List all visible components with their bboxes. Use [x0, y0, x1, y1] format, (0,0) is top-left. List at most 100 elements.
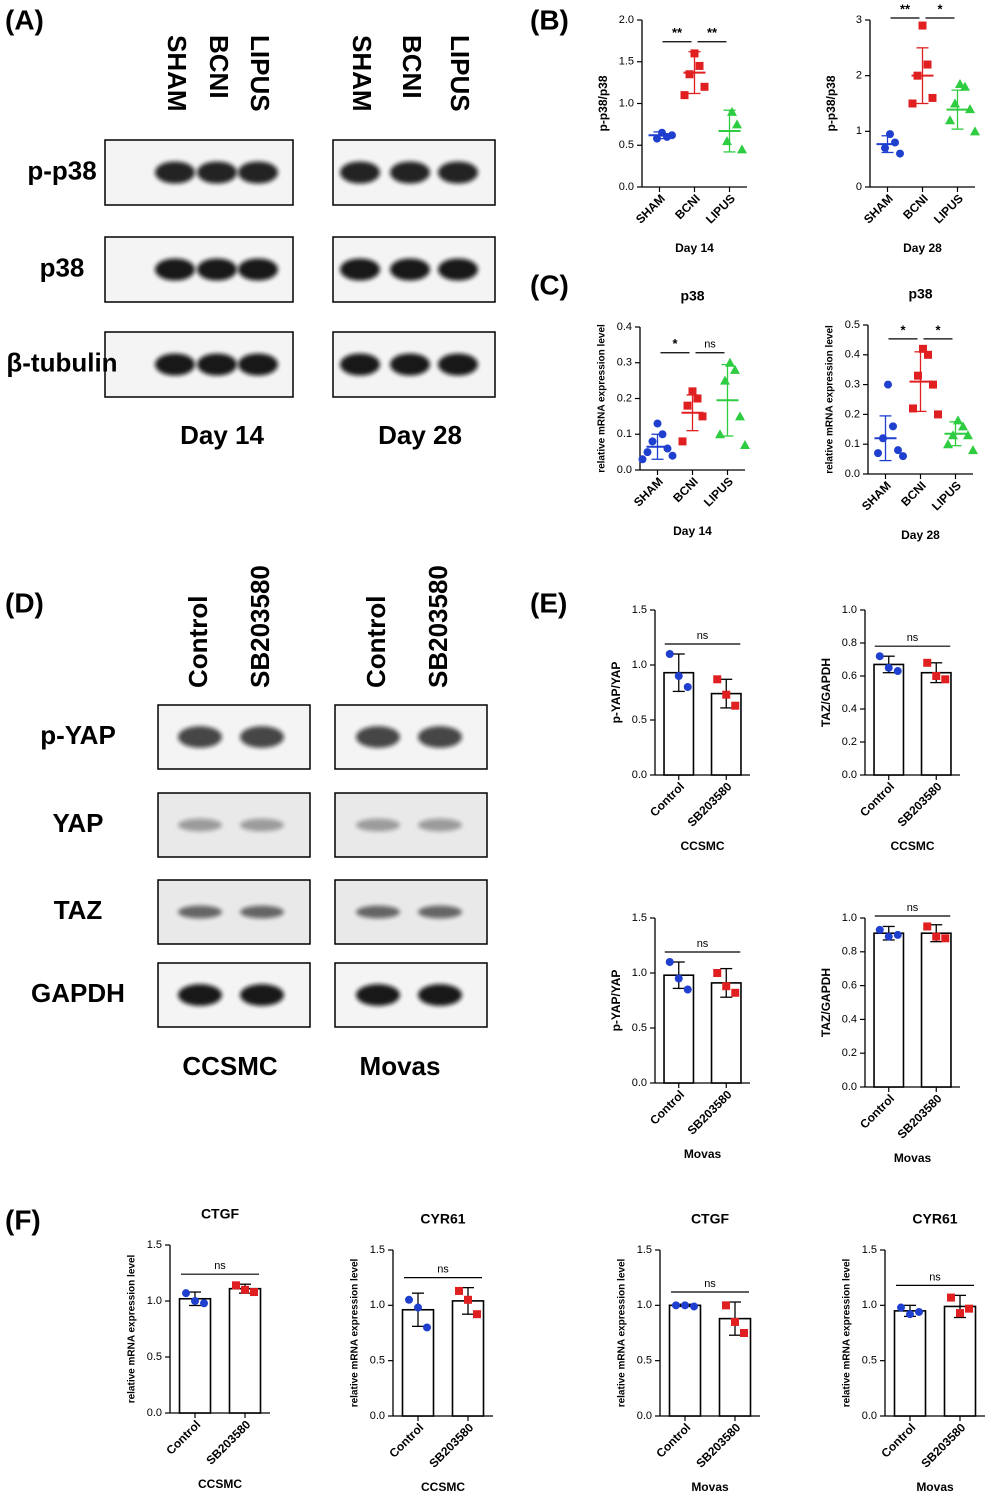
- x-axis-label: Movas: [684, 1147, 722, 1161]
- y-tick-label: 1.0: [370, 1299, 385, 1311]
- data-point: [960, 81, 970, 91]
- bar: [893, 1310, 927, 1417]
- y-tick-label: 1.0: [632, 967, 647, 979]
- chart-title: CYR61: [420, 1211, 465, 1227]
- data-point: [894, 446, 902, 455]
- y-tick-label: 0.4: [845, 349, 860, 361]
- y-tick-label: 1.0: [619, 97, 634, 109]
- significance-label: **: [707, 25, 718, 40]
- y-tick-label: 0.0: [632, 769, 647, 781]
- x-axis-label: Movas: [894, 1151, 932, 1165]
- row-label: TAZ: [54, 895, 103, 925]
- y-tick-label: 0.8: [842, 637, 857, 649]
- significance-label: **: [672, 25, 683, 40]
- y-tick-label: 1.0: [842, 604, 857, 616]
- blot-band: [155, 161, 195, 184]
- data-point: [968, 445, 978, 455]
- y-tick-label: 1.5: [619, 56, 634, 68]
- bar: [228, 1287, 262, 1414]
- x-tick-label: Control: [878, 1420, 918, 1460]
- data-point: [693, 394, 702, 403]
- y-axis-label: p-p38/p38: [596, 75, 610, 131]
- x-tick-label: Control: [857, 1091, 897, 1131]
- blot-band: [240, 818, 284, 832]
- y-tick-label: 0.4: [617, 321, 632, 333]
- data-point: [740, 1329, 748, 1337]
- x-axis-label: CCSMC: [198, 1477, 242, 1491]
- data-point: [730, 364, 740, 374]
- y-axis-label: TAZ/GAPDH: [819, 658, 833, 727]
- y-tick-label: 1.5: [632, 604, 647, 616]
- data-point: [881, 144, 889, 153]
- data-point: [668, 451, 677, 460]
- bar: [451, 1300, 485, 1417]
- data-point: [672, 1301, 680, 1310]
- lane-label: Control: [183, 596, 213, 688]
- panel-label: (A): [5, 4, 44, 35]
- blot-band: [418, 984, 462, 1006]
- lane-label: SHAM: [162, 35, 192, 112]
- y-tick-label: 0.5: [862, 1355, 877, 1367]
- data-point: [683, 683, 692, 691]
- bar: [178, 1297, 212, 1414]
- x-tick-label: Control: [653, 1420, 693, 1460]
- data-point: [681, 1301, 689, 1310]
- lane-label: BCNI: [204, 35, 234, 99]
- data-point: [886, 130, 894, 139]
- blot-band: [178, 984, 222, 1006]
- data-point: [653, 134, 661, 143]
- data-point: [731, 701, 740, 710]
- significance-label: *: [937, 1, 943, 16]
- y-tick-label: 0.2: [842, 1047, 857, 1059]
- x-tick-label: Control: [647, 779, 687, 819]
- x-tick-label: Control: [647, 1087, 687, 1127]
- significance-label: *: [900, 322, 906, 337]
- blot-band: [178, 818, 222, 832]
- data-point: [915, 1307, 923, 1316]
- data-point: [737, 144, 747, 154]
- blot-caption: Day 28: [378, 420, 462, 450]
- data-point: [950, 98, 960, 108]
- x-tick-label: SHAM: [861, 191, 896, 226]
- significance-label: ns: [697, 938, 709, 950]
- row-label: β-tubulin: [6, 347, 117, 377]
- significance-label: ns: [907, 902, 919, 914]
- blot-caption: Movas: [360, 1051, 441, 1081]
- significance-label: ns: [907, 632, 919, 644]
- significance-label: **: [900, 1, 911, 16]
- y-tick-label: 1.5: [370, 1244, 385, 1256]
- blot-box: [157, 879, 311, 945]
- data-point: [899, 452, 907, 461]
- blot-band: [438, 161, 478, 184]
- y-tick-label: 0.0: [370, 1410, 385, 1422]
- x-tick-label: BCNI: [898, 478, 929, 509]
- data-point: [735, 411, 745, 421]
- data-point: [414, 1303, 422, 1312]
- blot-band: [356, 984, 400, 1006]
- y-tick-label: 0.2: [842, 736, 857, 748]
- data-point: [955, 79, 965, 89]
- panel-label: (C): [530, 269, 569, 300]
- blot-band: [178, 726, 222, 748]
- x-tick-label: SB203580: [895, 1091, 945, 1141]
- x-axis-label: Movas: [691, 1480, 729, 1494]
- x-tick-label: SHAM: [633, 191, 668, 226]
- y-axis-label: relative mRNA expression level: [350, 1258, 361, 1407]
- data-point: [715, 429, 725, 439]
- row-label: p38: [40, 252, 85, 282]
- significance-label: ns: [437, 1264, 449, 1276]
- y-tick-label: 1.5: [632, 912, 647, 924]
- data-point: [965, 1304, 973, 1313]
- panel-label: (E): [530, 587, 567, 618]
- x-axis-label: Day 14: [673, 524, 712, 538]
- y-tick-label: 0.8: [842, 946, 857, 958]
- blot-band: [178, 905, 222, 919]
- chart-title: CTGF: [691, 1211, 730, 1227]
- data-point: [913, 71, 922, 80]
- row-label: p-YAP: [40, 720, 116, 750]
- data-point: [740, 439, 750, 449]
- y-tick-label: 0.5: [147, 1351, 162, 1363]
- data-point: [891, 138, 899, 147]
- data-point: [943, 439, 953, 449]
- y-tick-label: 0.0: [617, 464, 632, 476]
